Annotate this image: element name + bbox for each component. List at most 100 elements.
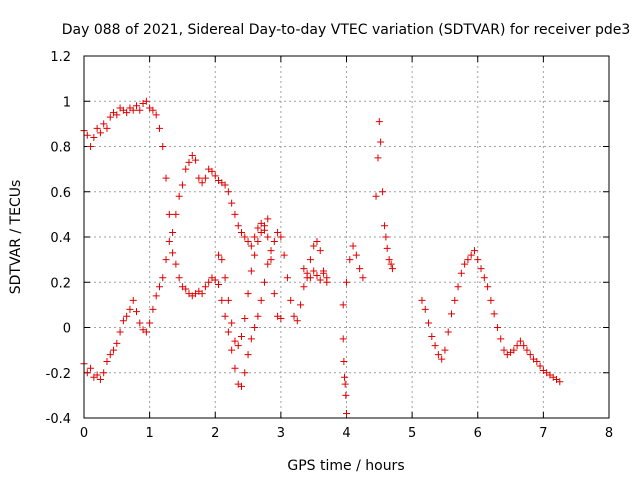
data-point: [300, 283, 308, 291]
data-point: [257, 228, 265, 236]
data-point: [497, 335, 505, 343]
x-tick-label: 6: [474, 426, 482, 441]
data-point: [87, 364, 95, 372]
data-point: [297, 301, 305, 309]
data-point: [343, 278, 350, 286]
plot-frame: [83, 55, 610, 419]
data-point: [274, 228, 282, 236]
data-point: [126, 305, 134, 313]
data-point: [339, 301, 347, 309]
data-point: [241, 314, 249, 322]
data-point: [513, 342, 521, 350]
data-point: [385, 256, 393, 264]
data-point: [83, 131, 91, 139]
y-tick-label: 1.2: [50, 50, 71, 65]
data-point: [142, 328, 150, 336]
data-point: [313, 271, 321, 279]
data-point: [110, 346, 118, 354]
data-point: [444, 328, 452, 336]
data-point: [231, 364, 239, 372]
data-point: [218, 296, 226, 304]
data-point: [342, 391, 350, 399]
data-point: [155, 283, 163, 291]
data-point: [303, 269, 311, 277]
data-point: [251, 324, 259, 331]
chart-title: Day 088 of 2021, Sidereal Day-to-day VTE…: [62, 22, 631, 38]
data-point: [341, 373, 349, 381]
data-point: [198, 179, 206, 187]
data-point: [218, 256, 226, 264]
data-point: [205, 278, 213, 286]
data-point: [247, 335, 255, 343]
data-point: [211, 172, 219, 180]
data-point: [290, 312, 298, 320]
x-tick-label: 3: [277, 426, 285, 441]
data-point: [533, 357, 541, 365]
data-point: [149, 305, 157, 313]
data-point: [264, 260, 272, 268]
data-point: [339, 335, 347, 343]
data-point: [340, 357, 348, 365]
data-point: [133, 308, 140, 316]
data-point: [241, 233, 249, 241]
data-point: [238, 228, 245, 236]
series-satellite-track-b: [80, 228, 331, 390]
data-point: [461, 260, 469, 268]
data-point: [464, 256, 472, 264]
data-point: [165, 210, 173, 218]
data-point: [119, 317, 127, 325]
data-point: [306, 256, 314, 264]
data-point: [234, 222, 242, 230]
y-tick-label: 0.2: [50, 276, 71, 291]
data-point: [251, 251, 259, 259]
data-point: [221, 312, 229, 320]
data-point: [264, 215, 272, 223]
data-point: [470, 247, 478, 255]
data-point: [93, 371, 101, 379]
series-satellite-track-g: [372, 118, 396, 273]
data-point: [228, 199, 236, 207]
data-point: [270, 290, 278, 298]
data-point: [123, 312, 131, 320]
data-point: [310, 242, 318, 250]
data-point: [343, 409, 350, 417]
data-point: [149, 106, 157, 114]
x-tick-label: 8: [605, 426, 613, 441]
data-point: [215, 281, 223, 289]
data-point: [536, 362, 544, 370]
data-point: [159, 274, 167, 282]
data-point: [175, 192, 183, 200]
series-satellite-track-h: [418, 247, 564, 386]
data-point: [136, 106, 144, 114]
data-point: [313, 238, 321, 246]
series-satellite-track-a: [80, 97, 285, 322]
data-point: [418, 296, 426, 304]
data-point: [421, 305, 429, 313]
data-point: [467, 251, 475, 259]
data-point: [264, 233, 272, 241]
y-tick-label: 1: [63, 95, 71, 110]
data-point: [247, 267, 255, 275]
y-tick-label: 0.6: [50, 186, 71, 201]
y-tick-label: 0: [63, 322, 71, 337]
data-point: [224, 188, 232, 196]
series-satellite-track-f: [339, 335, 350, 417]
data-point: [526, 351, 534, 359]
data-point: [198, 290, 206, 298]
data-point: [388, 265, 396, 273]
data-point: [520, 342, 528, 350]
data-point: [172, 210, 180, 218]
data-point: [293, 317, 301, 325]
y-tick-label: 0.4: [50, 231, 71, 246]
data-point: [280, 251, 288, 259]
data-point: [310, 267, 318, 275]
data-point: [254, 238, 262, 246]
x-axis-label: GPS time / hours: [287, 458, 404, 474]
data-point: [441, 346, 449, 354]
data-point: [382, 233, 390, 241]
data-point: [434, 351, 442, 359]
data-point: [152, 292, 160, 300]
data-point: [387, 260, 395, 268]
data-point: [277, 314, 285, 322]
